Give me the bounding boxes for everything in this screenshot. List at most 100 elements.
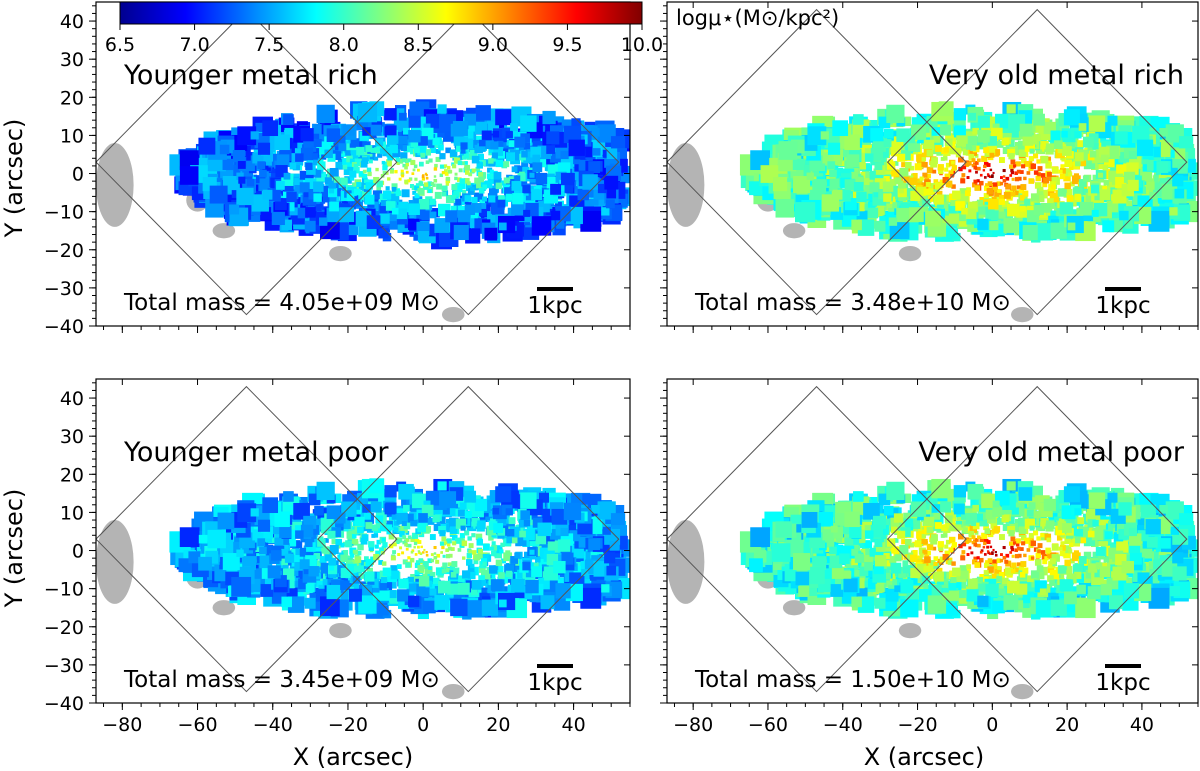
map-pixel [532, 154, 541, 163]
map-pixel [391, 513, 399, 520]
map-pixel [460, 142, 468, 150]
map-pixel [853, 182, 864, 192]
map-pixel [480, 580, 487, 586]
map-pixel [531, 189, 542, 201]
map-pixel [470, 186, 475, 192]
map-pixel [1010, 159, 1016, 165]
map-pixel [977, 218, 989, 230]
map-pixel [418, 551, 421, 555]
map-pixel [198, 137, 216, 155]
map-pixel [366, 167, 372, 173]
map-pixel [365, 182, 373, 190]
map-pixel [468, 543, 474, 549]
map-pixel [449, 565, 455, 571]
map-pixel [503, 161, 510, 168]
map-pixel [983, 176, 987, 179]
map-pixel [521, 151, 528, 158]
map-pixel [916, 158, 925, 166]
map-pixel [883, 193, 892, 202]
map-pixel [1018, 188, 1024, 194]
map-pixel [1049, 203, 1056, 209]
masked-region [782, 223, 806, 239]
map-pixel [306, 154, 318, 166]
map-pixel [358, 573, 365, 579]
map-pixel [179, 166, 199, 185]
map-pixel [807, 126, 827, 146]
map-pixel [453, 567, 460, 574]
map-pixel [957, 213, 966, 222]
map-pixel [328, 188, 335, 194]
map-pixel [464, 195, 472, 202]
map-pixel [433, 167, 438, 171]
map-pixel [1028, 160, 1033, 165]
map-pixel [571, 118, 581, 128]
map-pixel [432, 137, 440, 146]
map-pixel [365, 145, 373, 152]
map-pixel [955, 143, 963, 151]
map-pixel [535, 172, 548, 185]
map-pixel [470, 566, 479, 576]
map-pixel [854, 127, 865, 139]
map-pixel [388, 533, 395, 540]
y-tick-label: 30 [60, 49, 84, 71]
map-pixel [366, 215, 381, 229]
map-pixel [466, 153, 473, 160]
ifu-footprint [667, 8, 967, 316]
map-pixel [439, 164, 445, 169]
map-pixel [1068, 172, 1073, 177]
map-pixel [590, 551, 598, 559]
map-pixel [445, 147, 451, 154]
total-mass-label: Total mass = 3.48e+10 M⊙ [694, 290, 1011, 316]
y-tick-label: −10 [44, 202, 84, 224]
map-pixel [297, 207, 309, 219]
map-pixel [517, 173, 526, 182]
map-pixel [451, 162, 455, 166]
map-pixel [514, 175, 521, 182]
map-pixel [794, 202, 816, 223]
map-pixel [1035, 223, 1054, 241]
map-pixel [290, 549, 300, 558]
map-pixel [429, 198, 436, 205]
map-pixel [1023, 176, 1027, 181]
map-pixel [983, 161, 989, 167]
map-pixel [1139, 118, 1149, 128]
y-tick-label: −40 [44, 316, 84, 338]
map-pixel [490, 141, 499, 150]
map-pixel [968, 112, 977, 121]
map-pixel [262, 162, 271, 171]
map-pixel [920, 192, 932, 204]
map-pixel [942, 176, 949, 184]
map-pixel [278, 186, 288, 196]
map-pixel [274, 134, 290, 151]
map-pixel [1018, 149, 1027, 157]
map-pixel [977, 130, 990, 143]
map-pixel [1090, 185, 1100, 194]
map-pixel [342, 541, 348, 547]
map-pixel [209, 185, 228, 204]
map-pixel [546, 176, 559, 189]
map-pixel [482, 184, 488, 190]
map-pixel [938, 101, 954, 117]
map-pixel [1037, 166, 1043, 172]
map-pixel [352, 549, 358, 555]
map-pixel [582, 174, 598, 190]
map-pixel [401, 130, 411, 140]
map-pixel [598, 557, 606, 565]
map-pixel [408, 130, 421, 143]
map-pixel [315, 176, 324, 186]
y-tick-label: −20 [44, 240, 84, 262]
y-tick-label: −30 [44, 278, 84, 300]
map-pixel [382, 171, 387, 175]
map-pixel [844, 179, 856, 191]
map-pixel [429, 571, 436, 578]
map-pixel [588, 161, 601, 174]
map-pixel [353, 163, 359, 169]
map-pixel [491, 541, 496, 546]
map-pixel [231, 190, 240, 198]
map-pixel [372, 190, 383, 200]
map-pixel [827, 161, 836, 170]
map-pixel [1091, 209, 1099, 217]
map-pixel [382, 161, 389, 168]
map-pixel [462, 556, 466, 560]
map-pixel [467, 571, 476, 580]
